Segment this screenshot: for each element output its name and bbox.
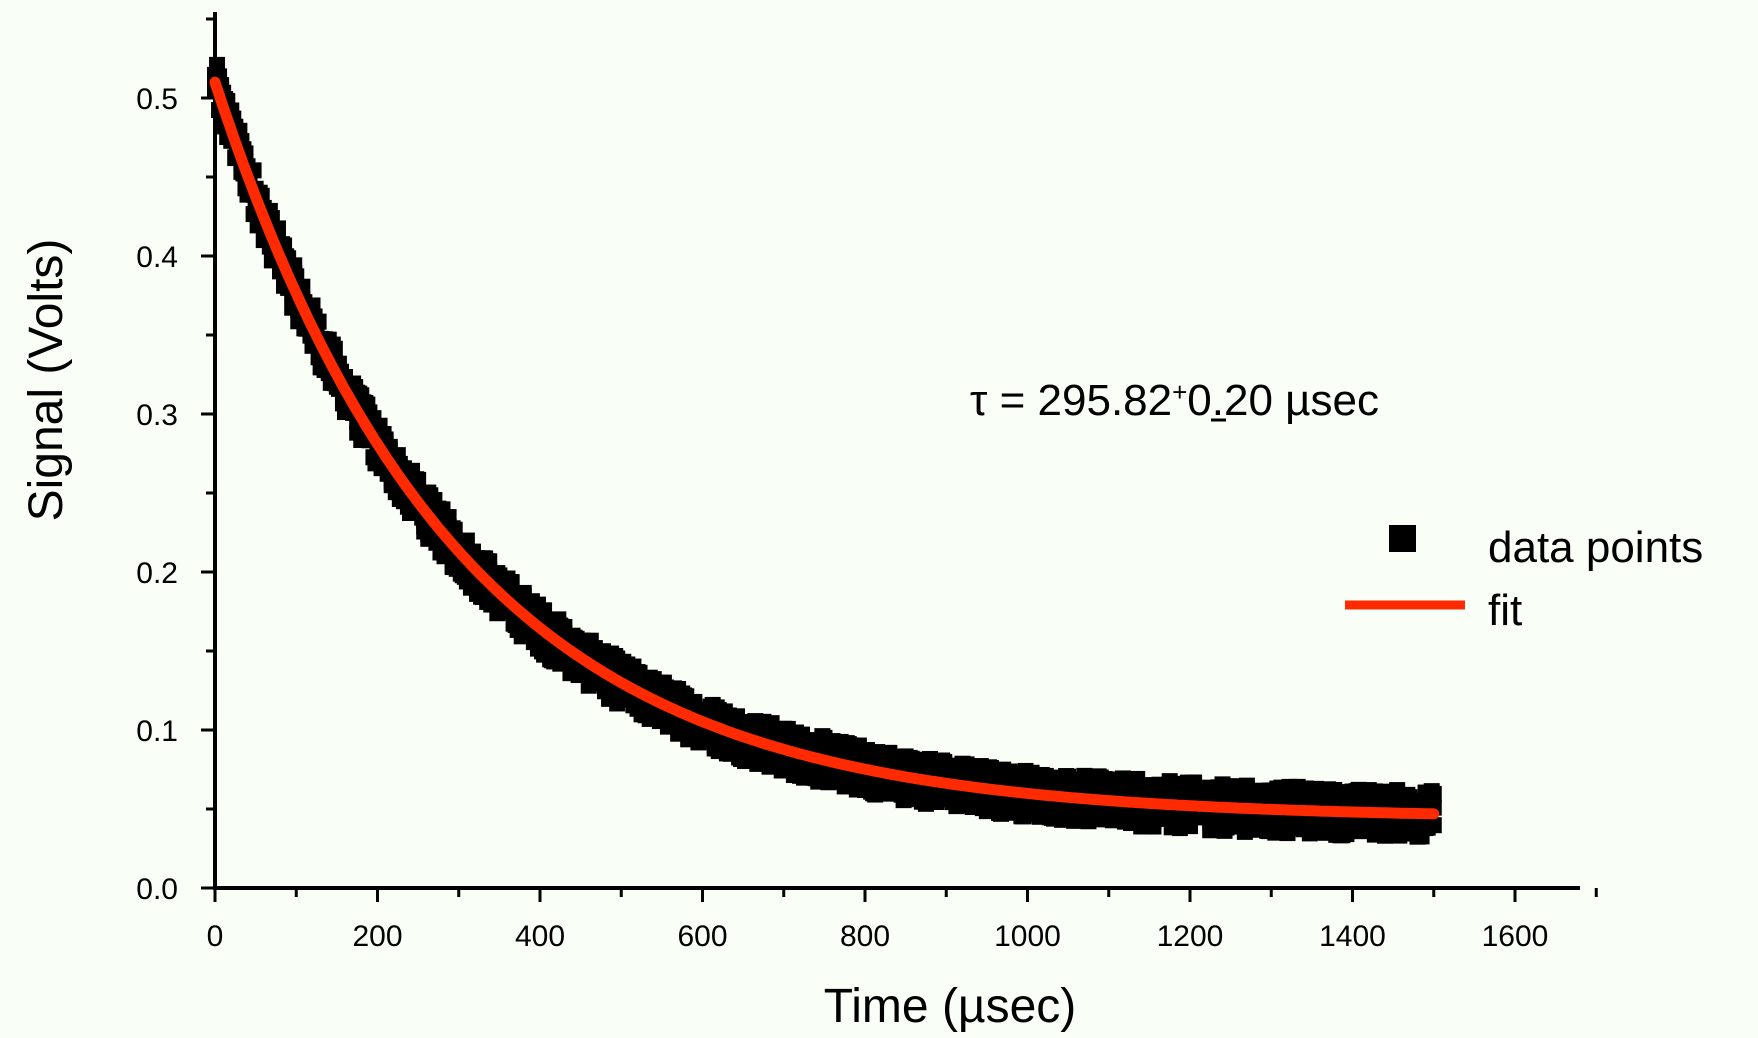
y-axis-title: Signal (Volts) [20, 239, 73, 522]
x-tick-label: 1000 [994, 920, 1061, 953]
data-point [1425, 785, 1442, 802]
data-point [1425, 817, 1442, 834]
y-tick-label: 0.0 [136, 873, 178, 906]
x-axis-title: Time (µsec) [824, 980, 1077, 1033]
x-tick-label: 1400 [1319, 920, 1386, 953]
tau-annotation-pm: + [1172, 377, 1187, 407]
legend-label-fit: fit [1488, 586, 1522, 635]
x-tick-label: 800 [840, 920, 890, 953]
tau-annotation-value: τ = 295.82 [970, 376, 1172, 425]
tau-annotation: τ = 295.82+0.20 µsec [970, 376, 1379, 425]
tau-annotation-error: 0.20 µsec [1187, 376, 1379, 425]
fit-line [209, 76, 1440, 820]
legend-label-data-points: data points [1488, 523, 1703, 572]
axis-tick-labels: 0 200 400 600 800 1000 1200 1400 1600 0.0 0.1 0.2 0.… [136, 83, 1548, 953]
legend: data points fit [1345, 523, 1703, 635]
data-point [410, 471, 427, 488]
x-tick-label: 400 [515, 920, 565, 953]
data-point [1096, 771, 1113, 788]
x-tick-label: 200 [352, 920, 402, 953]
y-tick-label: 0.5 [136, 83, 178, 116]
x-tick-label: 0 [207, 920, 224, 953]
y-tick-label: 0.3 [136, 399, 178, 432]
data-point [1401, 789, 1418, 806]
x-tick-label: 600 [677, 920, 727, 953]
x-tick-label: 1200 [1157, 920, 1224, 953]
y-tick-label: 0.2 [136, 557, 178, 590]
x-tick-label: 1600 [1482, 920, 1549, 953]
legend-marker-data-points [1389, 525, 1416, 552]
y-tick-label: 0.1 [136, 715, 178, 748]
y-tick-label: 0.4 [136, 241, 178, 274]
